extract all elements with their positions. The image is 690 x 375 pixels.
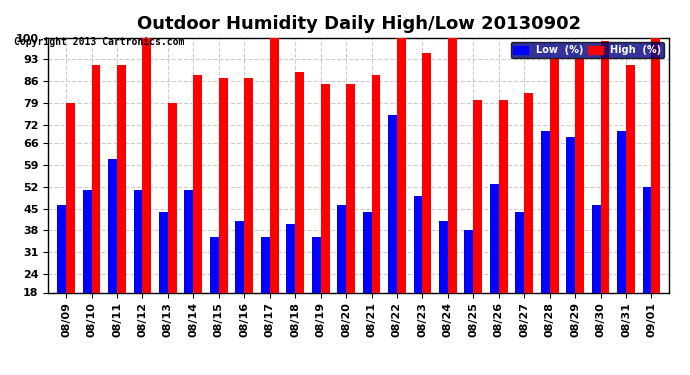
Bar bbox=[346, 84, 355, 348]
Bar bbox=[575, 59, 584, 348]
Bar bbox=[550, 59, 559, 348]
Bar bbox=[117, 66, 126, 348]
Bar bbox=[617, 131, 626, 348]
Bar bbox=[168, 103, 177, 348]
Bar bbox=[448, 38, 457, 348]
Bar bbox=[413, 196, 422, 348]
Bar bbox=[626, 66, 635, 348]
Bar bbox=[83, 190, 92, 348]
Bar bbox=[371, 75, 380, 348]
Bar bbox=[235, 221, 244, 348]
Bar bbox=[422, 53, 431, 348]
Bar bbox=[464, 230, 473, 348]
Bar bbox=[541, 131, 550, 348]
Bar bbox=[515, 211, 524, 348]
Bar bbox=[388, 115, 397, 348]
Bar bbox=[159, 211, 168, 348]
Bar bbox=[591, 206, 600, 348]
Bar bbox=[286, 224, 295, 348]
Bar bbox=[473, 100, 482, 348]
Bar bbox=[397, 38, 406, 348]
Bar bbox=[184, 190, 193, 348]
Bar bbox=[193, 75, 202, 348]
Bar bbox=[295, 72, 304, 348]
Bar bbox=[363, 211, 371, 348]
Bar bbox=[210, 237, 219, 348]
Bar bbox=[134, 190, 142, 348]
Bar bbox=[651, 38, 660, 348]
Bar bbox=[312, 237, 321, 348]
Bar bbox=[92, 66, 101, 348]
Bar bbox=[244, 78, 253, 348]
Bar bbox=[219, 78, 228, 348]
Bar bbox=[337, 206, 346, 348]
Bar bbox=[108, 159, 117, 348]
Bar bbox=[566, 137, 575, 348]
Text: Copyright 2013 Cartronics.com: Copyright 2013 Cartronics.com bbox=[14, 37, 184, 47]
Bar bbox=[439, 221, 448, 348]
Bar bbox=[642, 187, 651, 348]
Bar bbox=[57, 206, 66, 348]
Bar bbox=[524, 93, 533, 348]
Bar bbox=[261, 237, 270, 348]
Bar bbox=[490, 184, 499, 348]
Bar bbox=[499, 100, 508, 348]
Bar bbox=[270, 38, 279, 348]
Bar bbox=[321, 84, 330, 348]
Bar bbox=[142, 38, 151, 348]
Bar bbox=[66, 103, 75, 348]
Bar bbox=[600, 40, 609, 348]
Title: Outdoor Humidity Daily High/Low 20130902: Outdoor Humidity Daily High/Low 20130902 bbox=[137, 15, 581, 33]
Legend: Low  (%), High  (%): Low (%), High (%) bbox=[511, 42, 664, 58]
